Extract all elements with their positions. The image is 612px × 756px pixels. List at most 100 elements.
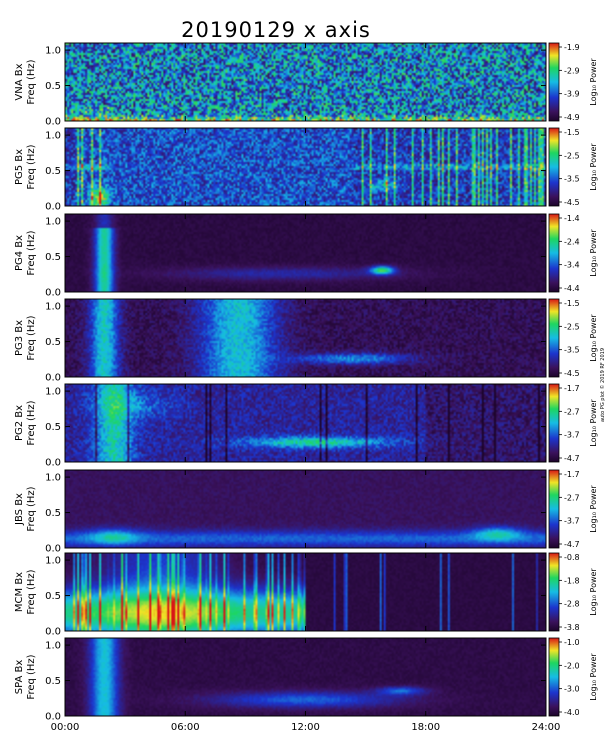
ytick-label: 0.0 <box>45 458 61 469</box>
cbar-tick-label: -2.4 <box>564 237 580 246</box>
ylabel-pg2: Freq (Hz) <box>26 400 37 445</box>
cbar-tick-label: -2.9 <box>564 66 580 75</box>
spectrogram-spa <box>65 638 546 716</box>
colorbar-pg3 <box>548 298 560 378</box>
colorbar-pg2 <box>548 383 560 463</box>
colorbar-label: Log₁₀ Power <box>589 58 598 106</box>
xtick-label: 24:00 <box>532 722 561 733</box>
ytick-label: 0.5 <box>45 591 61 602</box>
cbar-tick-label: -3.5 <box>564 175 580 184</box>
ytick-label: 1.0 <box>45 556 61 567</box>
cbar-tick-label: -4.5 <box>564 369 580 378</box>
cbar-tick-label: -0.8 <box>564 553 580 562</box>
colorbar-label: Log₁₀ Power <box>589 568 598 616</box>
cbar-tick-label: -3.9 <box>564 90 580 99</box>
ytick-label: 0.0 <box>45 373 61 384</box>
cbar-tick-label: -1.9 <box>564 43 580 52</box>
cbar-tick-label: -1.5 <box>564 299 580 308</box>
xtick-label: 06:00 <box>171 722 200 733</box>
colorbar-label: Log₁₀ Power <box>589 399 598 447</box>
station-label-pg5: PG5 Bx <box>14 149 25 185</box>
ytick-label: 1.0 <box>45 473 61 484</box>
cbar-tick-label: -2.0 <box>564 661 580 670</box>
ylabel-jbs: Freq (Hz) <box>26 486 37 531</box>
ylabel-pg5: Freq (Hz) <box>26 144 37 189</box>
ylabel-spa: Freq (Hz) <box>26 654 37 699</box>
ytick-label: 0.0 <box>45 117 61 128</box>
cbar-tick-label: -1.7 <box>564 384 580 393</box>
spectrogram-jbs <box>65 470 546 548</box>
ylabel-pg4: Freq (Hz) <box>26 230 37 275</box>
chart-title: 20190129 x axis <box>181 18 371 42</box>
cbar-tick-label: -2.8 <box>564 600 580 609</box>
ytick-label: 0.5 <box>45 166 61 177</box>
cbar-tick-label: -1.4 <box>564 214 580 223</box>
ytick-label: 0.5 <box>45 337 61 348</box>
cbar-tick-label: -2.5 <box>564 151 580 160</box>
station-label-spa: SPA Bx <box>14 660 25 695</box>
cbar-tick-label: -4.9 <box>564 113 580 122</box>
cbar-tick-label: -3.4 <box>564 261 580 270</box>
colorbar-pg4 <box>548 213 560 293</box>
xtick-label: 00:00 <box>51 722 80 733</box>
xtick-label: 18:00 <box>411 722 440 733</box>
cbar-tick-label: -3.7 <box>564 431 580 440</box>
ytick-label: 0.5 <box>45 676 61 687</box>
ytick-label: 0.0 <box>45 202 61 213</box>
ytick-label: 1.0 <box>45 131 61 142</box>
credit-label: auto PG plot © 2019 RF 2019 <box>600 347 606 423</box>
cbar-tick-label: -4.0 <box>564 708 580 717</box>
station-label-vna: VNA Bx <box>14 63 25 100</box>
cbar-tick-label: -3.7 <box>564 517 580 526</box>
station-label-pg3: PG3 Bx <box>14 320 25 356</box>
cbar-tick-label: -4.7 <box>564 540 580 549</box>
ylabel-mcm: Freq (Hz) <box>26 569 37 614</box>
station-label-pg2: PG2 Bx <box>14 405 25 441</box>
colorbar-label: Log₁₀ Power <box>589 143 598 191</box>
colorbar-jbs <box>548 469 560 549</box>
ytick-label: 0.5 <box>45 508 61 519</box>
ytick-label: 1.0 <box>45 46 61 57</box>
colorbar-vna <box>548 42 560 122</box>
station-label-pg4: PG4 Bx <box>14 235 25 271</box>
cbar-tick-label: -1.5 <box>564 128 580 137</box>
spectrogram-pg4 <box>65 214 546 292</box>
colorbar-pg5 <box>548 127 560 207</box>
cbar-tick-label: -4.7 <box>564 454 580 463</box>
ytick-label: 0.0 <box>45 627 61 638</box>
ytick-label: 1.0 <box>45 641 61 652</box>
colorbar-label: Log₁₀ Power <box>589 485 598 533</box>
spectrogram-pg5 <box>65 128 546 206</box>
credit-text: auto PG plot © 2019 RF 2019 <box>598 305 608 465</box>
cbar-tick-label: -3.5 <box>564 346 580 355</box>
spectrogram-pg3 <box>65 299 546 377</box>
spectrogram-vna <box>65 43 546 121</box>
ytick-label: 1.0 <box>45 302 61 313</box>
station-label-mcm: MCM Bx <box>14 572 25 612</box>
cbar-tick-label: -1.8 <box>564 576 580 585</box>
ytick-label: 0.5 <box>45 252 61 263</box>
colorbar-label: Log₁₀ Power <box>589 314 598 362</box>
cbar-tick-label: -2.7 <box>564 493 580 502</box>
spectrogram-mcm <box>65 553 546 631</box>
ylabel-pg3: Freq (Hz) <box>26 315 37 360</box>
cbar-tick-label: -3.8 <box>564 623 580 632</box>
colorbar-label: Log₁₀ Power <box>589 653 598 701</box>
colorbar-label: Log₁₀ Power <box>589 229 598 277</box>
cbar-tick-label: -4.5 <box>564 198 580 207</box>
cbar-tick-label: -4.4 <box>564 284 580 293</box>
ylabel-vna: Freq (Hz) <box>26 59 37 104</box>
spectrogram-pg2 <box>65 384 546 462</box>
colorbar-mcm <box>548 552 560 632</box>
ytick-label: 1.0 <box>45 387 61 398</box>
cbar-tick-label: -3.0 <box>564 685 580 694</box>
cbar-tick-label: -1.0 <box>564 638 580 647</box>
colorbar-spa <box>548 637 560 717</box>
cbar-tick-label: -1.7 <box>564 470 580 479</box>
ytick-label: 0.0 <box>45 544 61 555</box>
station-label-jbs: JBS Bx <box>14 493 25 526</box>
ytick-label: 0.5 <box>45 422 61 433</box>
ytick-label: 0.0 <box>45 712 61 723</box>
ytick-label: 0.5 <box>45 81 61 92</box>
